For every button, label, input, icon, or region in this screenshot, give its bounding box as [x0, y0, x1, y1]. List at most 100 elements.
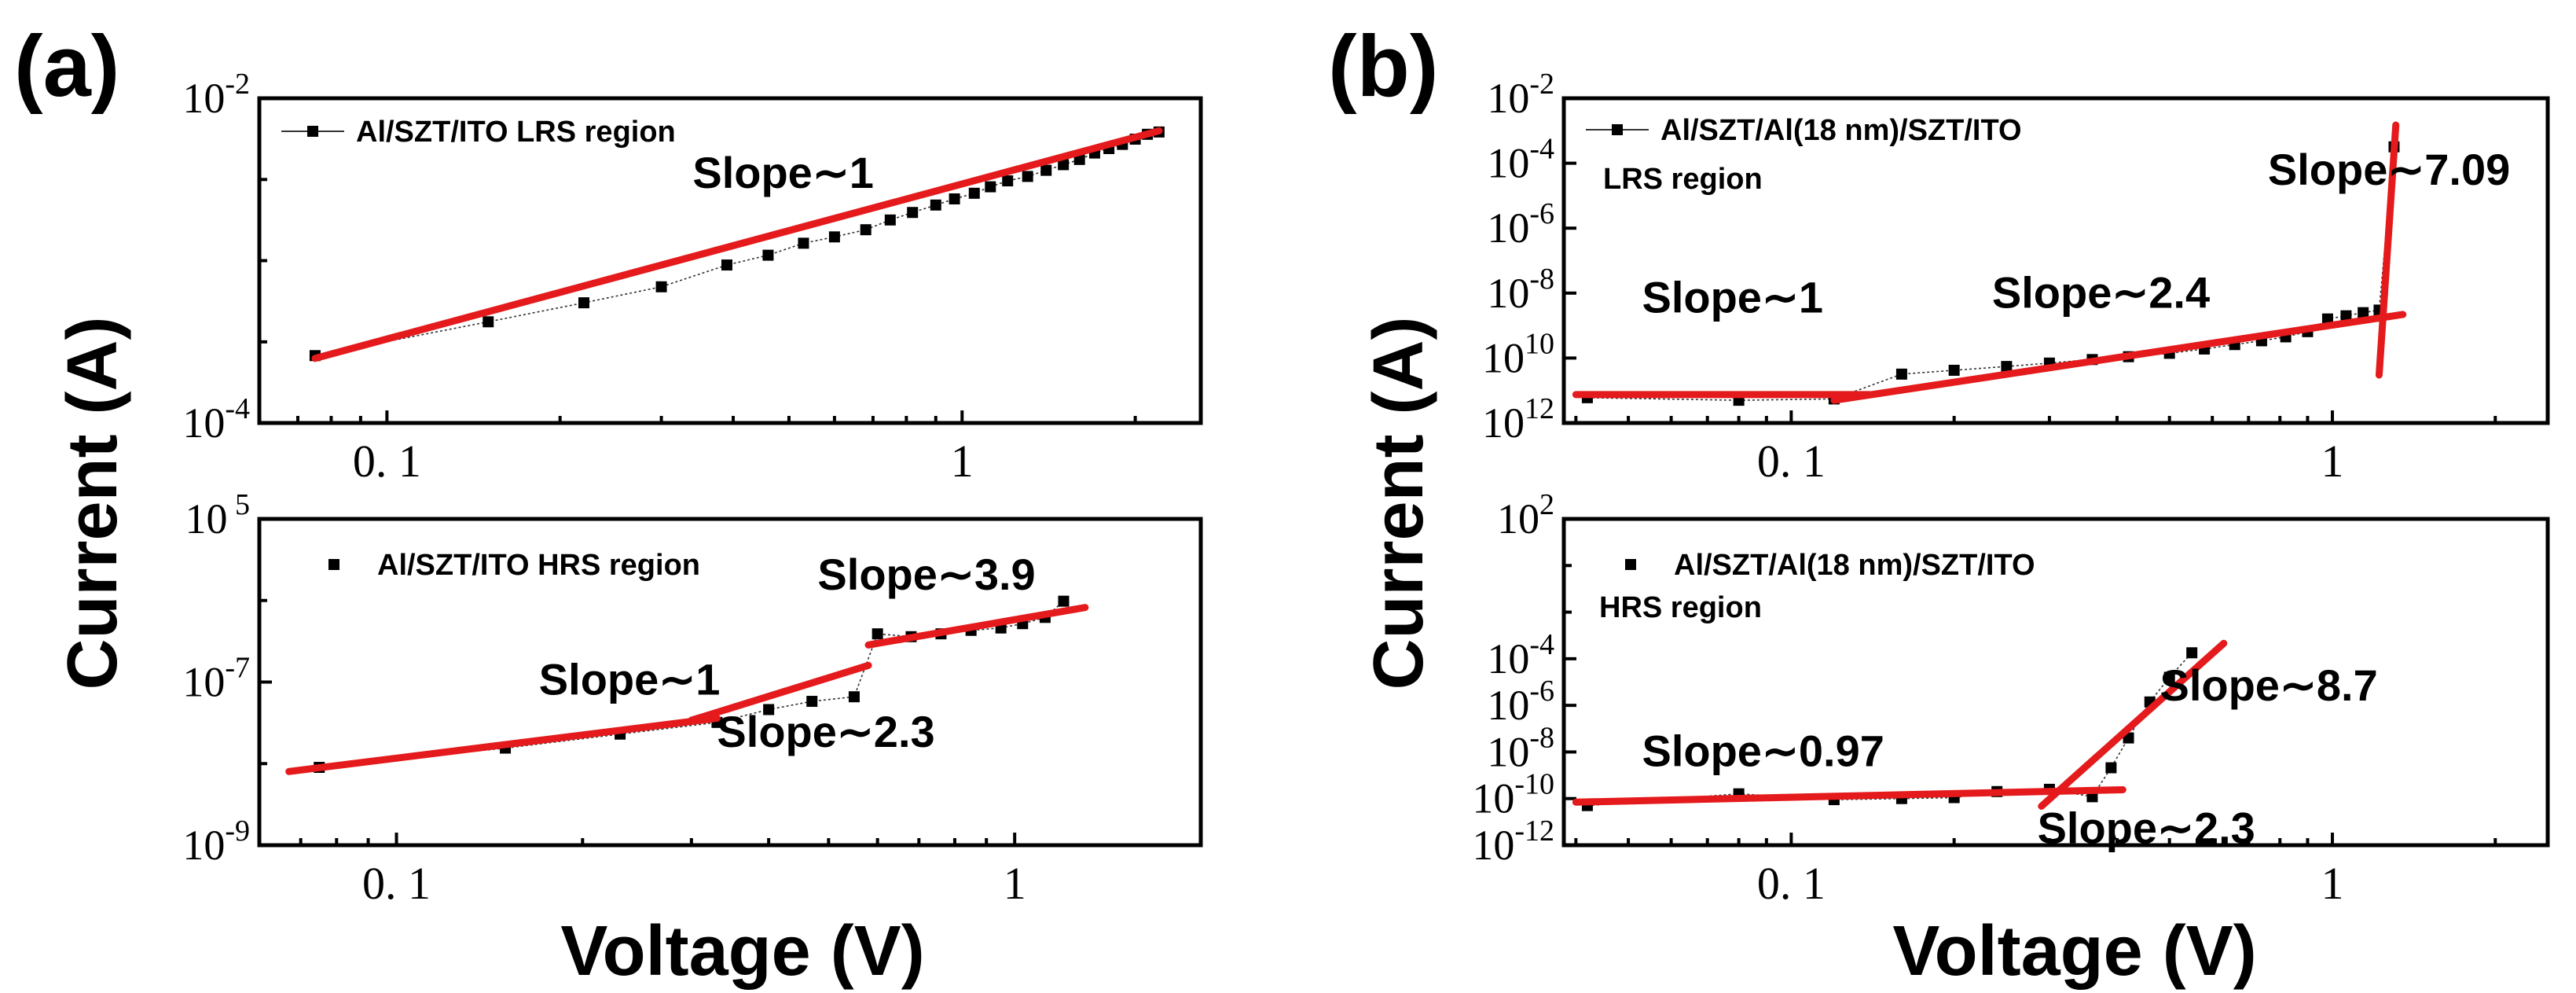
data-point — [1022, 171, 1033, 182]
panel-label-a: (a) — [14, 18, 119, 115]
y-tick-label: 10-9 — [182, 815, 250, 869]
data-point — [930, 199, 941, 211]
y-tick-label: 10-4 — [182, 392, 250, 447]
series-line — [314, 131, 1160, 357]
data-point — [848, 691, 860, 703]
data-point — [762, 249, 774, 261]
data-point — [985, 181, 996, 193]
data-point — [828, 231, 840, 243]
y-tick-label: 10-10 — [1472, 768, 1554, 822]
slope-annotation: Slope∼2.3 — [717, 707, 934, 756]
slope-annotation: Slope∼8.7 — [2160, 660, 2377, 710]
slope-annotation: Slope∼7.09 — [2268, 145, 2510, 194]
legend-label: Al/SZT/ITO HRS region — [377, 549, 700, 582]
chart-a-top: 0. 1 1 10-4 10-2 Al/SZT/ITO LRS region Slope∼… — [182, 68, 1203, 487]
y-tick-label: 10 5 — [185, 488, 251, 542]
data-point — [721, 259, 732, 271]
data-point — [968, 187, 980, 199]
data-point — [949, 193, 960, 204]
data-point — [1948, 364, 1960, 376]
panel-label-b: (b) — [1328, 18, 1438, 115]
data-point — [2340, 310, 2352, 322]
data-point — [806, 696, 818, 708]
legend-marker — [328, 559, 339, 570]
data-point — [578, 297, 589, 309]
y-tick-label: 10-2 — [1487, 68, 1554, 122]
data-point — [1002, 175, 1014, 187]
fit-line — [285, 715, 721, 775]
chart-a-bottom: 0. 1 1 10-9 10-7 10 5 Al/SZT/ITO HRS region Sl… — [182, 488, 1203, 909]
plot-frame — [1561, 517, 2550, 848]
data-point — [860, 224, 872, 236]
data-point — [1895, 368, 1907, 380]
region-label: LRS region — [1603, 163, 1763, 196]
y-tick-label: 1012 — [1482, 392, 1554, 447]
x-tick-label: 0. 1 — [1757, 436, 1826, 487]
chart-b-top: 0. 1 1 1012 1010 10-8 10-6 10-4 10-2 Al/SZT/Al(1… — [1482, 68, 2550, 487]
fit-line — [864, 604, 1089, 649]
slope-annotation: Slope∼3.9 — [817, 550, 1035, 599]
legend-marker — [307, 126, 318, 137]
x-tick-label: 0. 1 — [362, 858, 431, 909]
data-point — [1058, 595, 1070, 607]
region-label: HRS region — [1599, 591, 1762, 624]
data-point — [655, 281, 667, 292]
y-axis-title-a: Current (A) — [53, 317, 132, 690]
data-point — [2001, 361, 2013, 373]
data-point — [2163, 671, 2175, 683]
series-line — [1587, 146, 2395, 401]
y-tick-label: 10-7 — [182, 652, 250, 706]
slope-annotation: Slope∼1 — [1642, 273, 1823, 322]
chart-panels: 0. 1 1 10-4 10-2 Al/SZT/ITO LRS region Slope∼… — [182, 68, 2550, 909]
data-point — [763, 704, 775, 715]
y-tick-label: 10-8 — [1487, 721, 1554, 775]
legend-label: Al/SZT/Al(18 nm)/SZT/ITO — [1674, 549, 2035, 582]
data-point — [2186, 647, 2198, 659]
plot-frame — [1561, 96, 2550, 425]
y-tick-label: 102 — [1497, 488, 1554, 542]
y-tick-label: 10-2 — [182, 68, 250, 122]
legend-marker — [1612, 124, 1623, 135]
slope-annotation: Slope∼1 — [539, 655, 721, 704]
data-point — [884, 214, 896, 226]
y-tick-label: 10-4 — [1487, 133, 1554, 187]
data-point — [2358, 307, 2369, 318]
x-tick-label: 1 — [2321, 858, 2343, 909]
x-tick-label: 1 — [951, 436, 974, 487]
data-point — [798, 237, 809, 249]
data-point — [872, 628, 883, 640]
data-point — [2105, 762, 2117, 774]
fit-line — [2038, 639, 2228, 810]
x-tick-label: 0. 1 — [1757, 858, 1826, 909]
x-tick-label: 1 — [2321, 436, 2343, 487]
slope-annotation: Slope∼2.4 — [1992, 268, 2210, 318]
x-axis-title-b: Voltage (V) — [1892, 912, 2256, 991]
fit-line — [311, 127, 1163, 362]
y-tick-label: 10-6 — [1487, 197, 1554, 252]
y-tick-label: 10-4 — [1487, 628, 1554, 682]
series-line — [319, 601, 1065, 768]
y-tick-label: 1010 — [1482, 327, 1554, 381]
y-tick-label: 10-12 — [1472, 815, 1554, 869]
x-tick-label: 1 — [1004, 858, 1026, 909]
fit-line — [1572, 785, 2126, 806]
x-axis-title-a: Voltage (V) — [560, 912, 924, 991]
fit-line — [1830, 311, 2407, 404]
data-point — [1058, 159, 1070, 171]
y-tick-label: 10-6 — [1487, 675, 1554, 729]
slope-annotation: Slope∼0.97 — [1642, 726, 1884, 775]
fit-line — [2375, 121, 2400, 379]
data-point — [483, 316, 494, 328]
data-point — [907, 207, 919, 219]
slope-annotation: Slope∼2.3 — [2038, 804, 2255, 853]
x-tick-label: 0. 1 — [353, 436, 421, 487]
y-tick-label: 10-8 — [1487, 263, 1554, 317]
y-axis-title-b: Current (A) — [1360, 317, 1438, 690]
slope-annotation: Slope∼1 — [692, 148, 874, 197]
data-point — [1040, 164, 1052, 176]
legend-marker — [1625, 559, 1636, 570]
legend-label: Al/SZT/Al(18 nm)/SZT/ITO — [1660, 114, 2022, 147]
data-point — [2321, 313, 2333, 325]
